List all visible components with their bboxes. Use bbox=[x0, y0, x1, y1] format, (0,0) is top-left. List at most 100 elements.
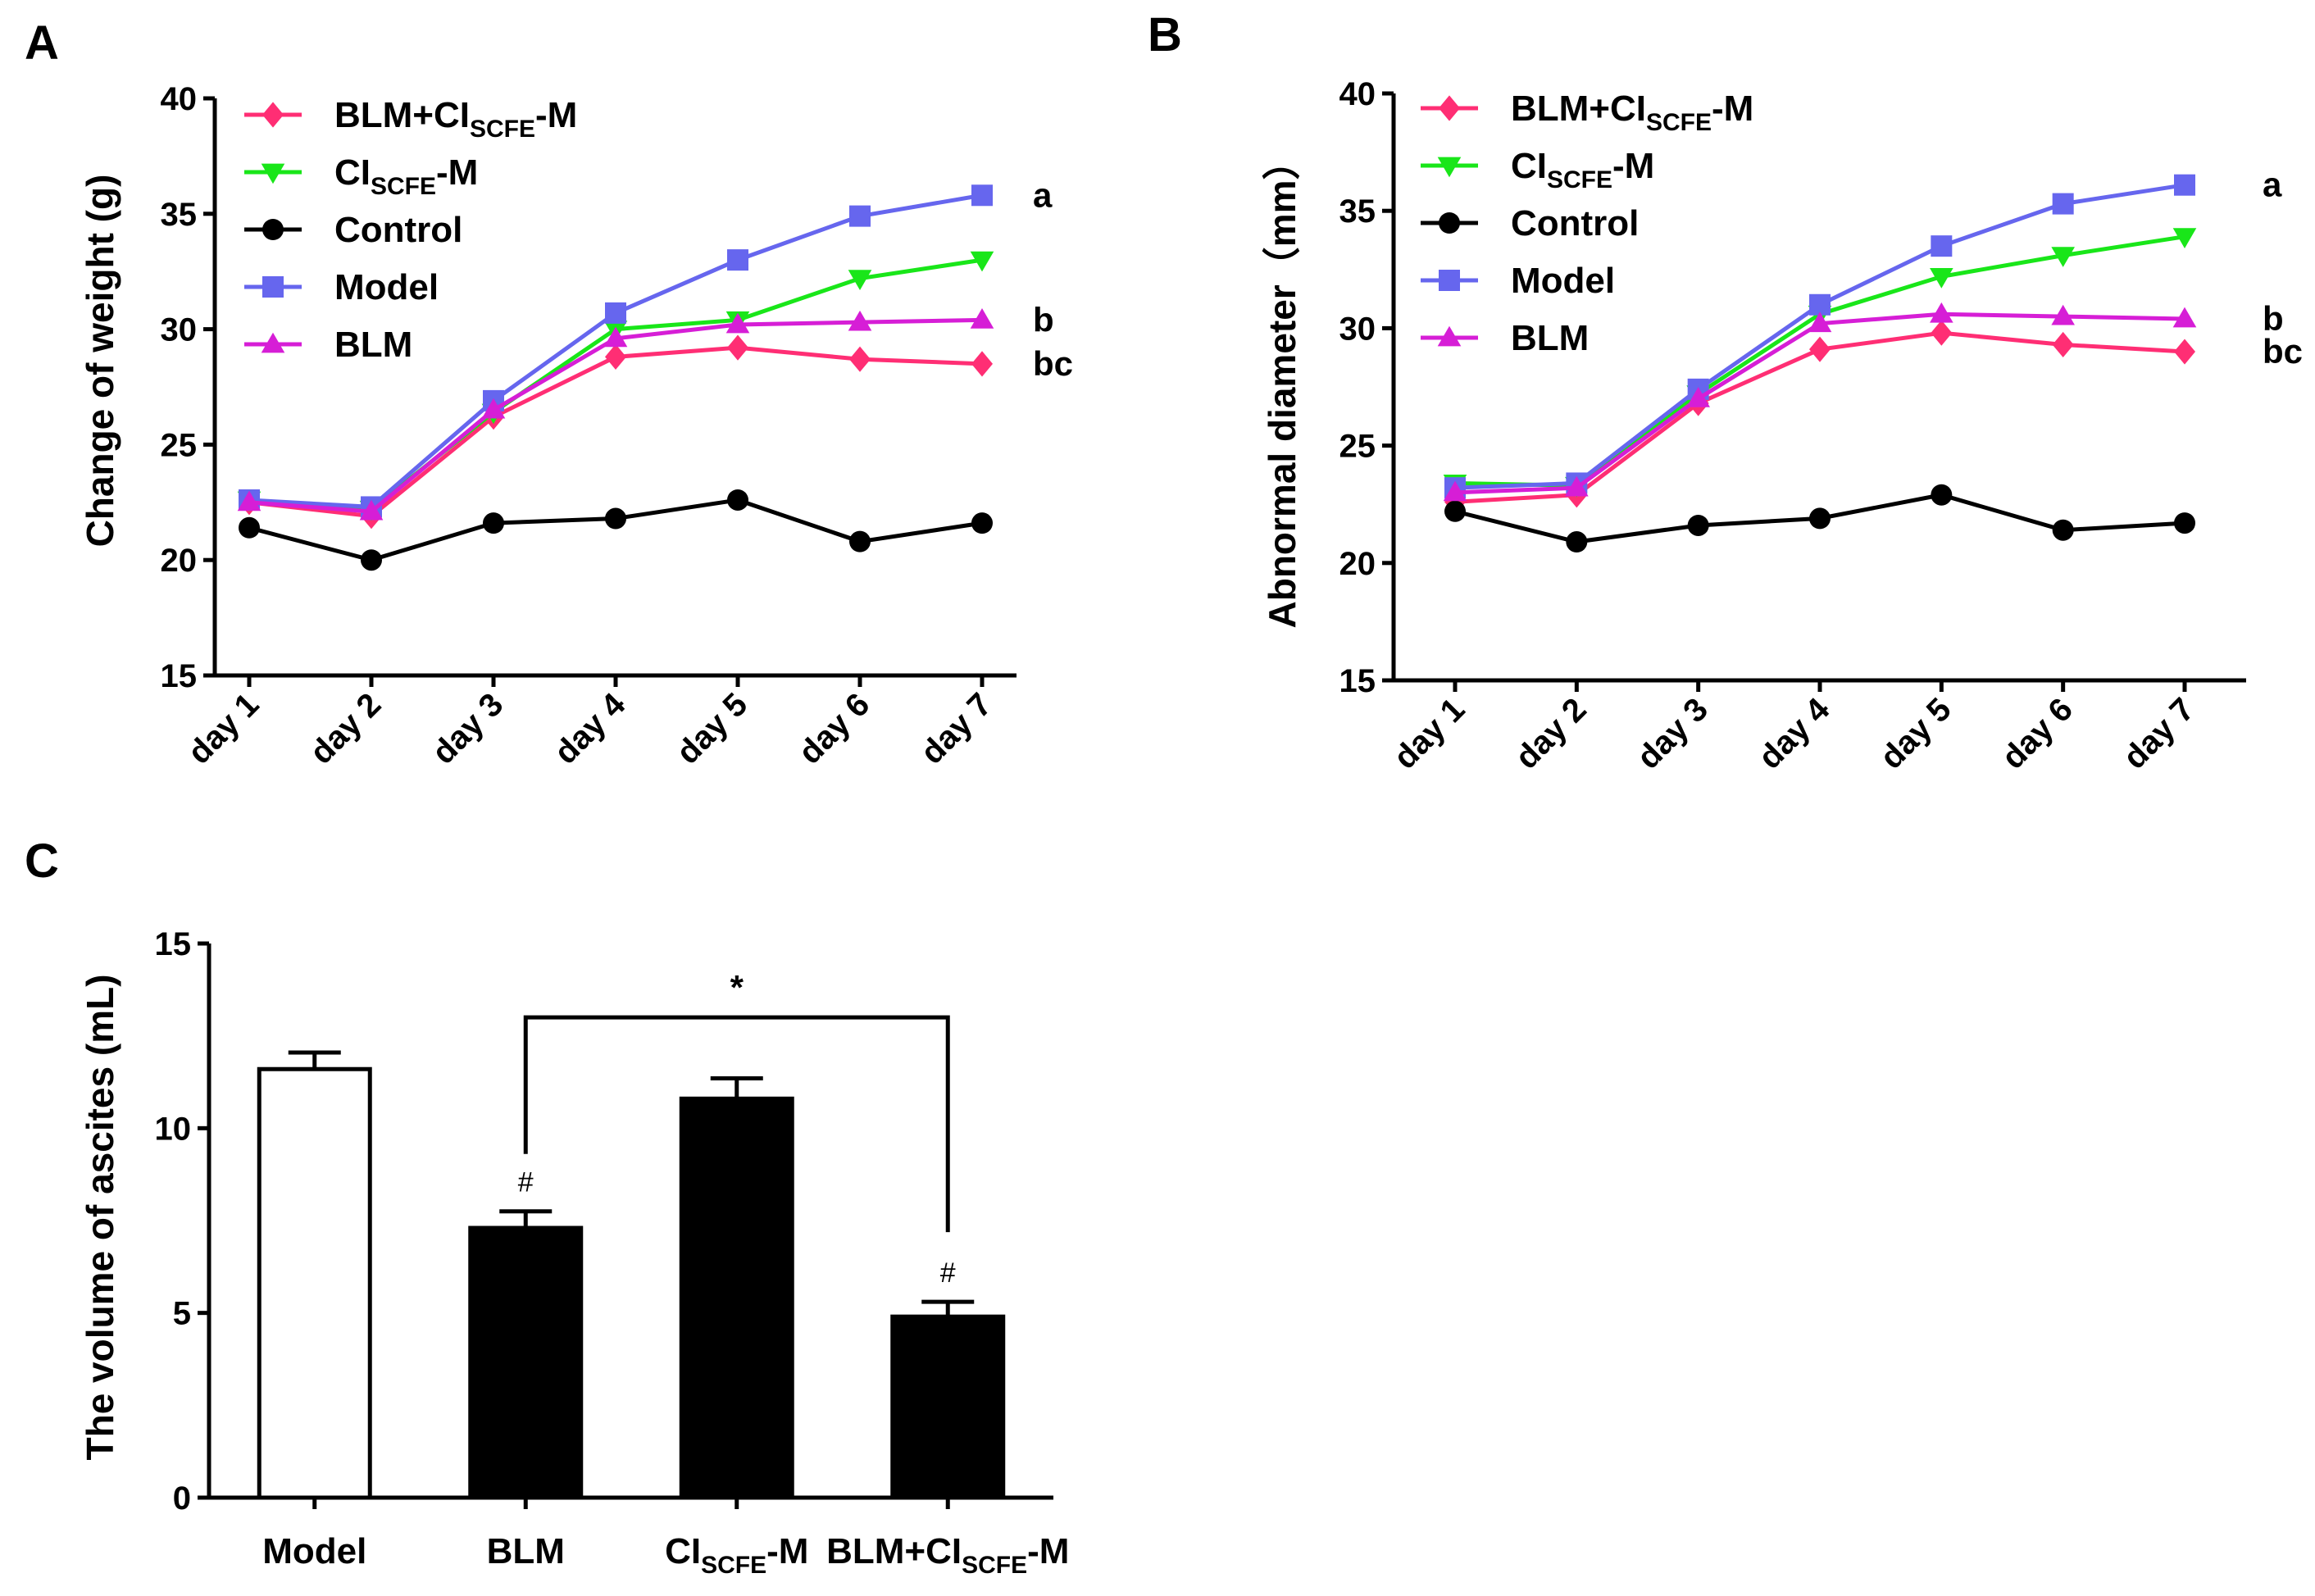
legend-label: Model bbox=[1511, 261, 1615, 301]
data-point bbox=[1565, 475, 1589, 497]
y-tick-label: 0 bbox=[173, 1480, 191, 1516]
data-point bbox=[727, 249, 748, 271]
legend-label: BLM bbox=[334, 325, 412, 365]
data-point bbox=[237, 490, 262, 512]
data-point bbox=[2052, 519, 2074, 541]
data-point bbox=[359, 499, 384, 521]
x-tick-label: BLM+CISCFE-M bbox=[826, 1531, 1069, 1579]
data-point bbox=[2052, 331, 2074, 358]
legend-label: BLM+CISCFE-M bbox=[1511, 89, 1753, 136]
legend-marker bbox=[1437, 325, 1462, 347]
bar bbox=[257, 1066, 372, 1500]
data-point bbox=[1930, 267, 1953, 289]
data-point bbox=[2172, 307, 2197, 328]
y-tick-label: 15 bbox=[155, 926, 192, 962]
data-point bbox=[970, 251, 994, 272]
data-point bbox=[2174, 339, 2195, 365]
x-tick-label: day 5 bbox=[1873, 691, 1958, 775]
significance-letter: a bbox=[2263, 166, 2282, 204]
data-point bbox=[1686, 387, 1710, 407]
legend-label: Control bbox=[334, 210, 462, 250]
x-tick-label: day 7 bbox=[914, 686, 998, 771]
y-tick-label: 30 bbox=[1339, 311, 1376, 347]
y-axis-title-a: Change of weight (g) bbox=[79, 175, 121, 548]
legend-label: CISCFE-M bbox=[334, 152, 478, 200]
legend-marker bbox=[1439, 95, 1460, 121]
data-point bbox=[727, 489, 748, 511]
series-line-blm-ci-scfe-m bbox=[248, 345, 983, 519]
significance-letter: bc bbox=[2263, 332, 2303, 371]
data-point bbox=[361, 549, 382, 571]
panel-label-b: B bbox=[1148, 8, 1182, 61]
x-tick-label: day 5 bbox=[670, 686, 754, 771]
data-point bbox=[2052, 193, 2074, 215]
bar bbox=[679, 1096, 794, 1500]
legend-label: CISCFE-M bbox=[1511, 146, 1654, 193]
legend-label: Control bbox=[1511, 203, 1639, 243]
data-point bbox=[605, 302, 626, 324]
data-point bbox=[848, 310, 872, 331]
significance-hash: # bbox=[940, 1257, 956, 1289]
y-axis-title-b: Abnormal diameter（mm） bbox=[1261, 142, 1303, 628]
legend-marker bbox=[262, 219, 284, 240]
x-tick-label: Model bbox=[262, 1531, 366, 1571]
data-point bbox=[1809, 507, 1831, 530]
data-point bbox=[849, 205, 871, 227]
y-tick-label: 40 bbox=[161, 81, 198, 117]
x-tick-label: BLM bbox=[487, 1531, 565, 1571]
x-tick-label: day 3 bbox=[425, 686, 510, 771]
legend-marker bbox=[261, 163, 285, 184]
data-point bbox=[483, 512, 504, 534]
data-point bbox=[971, 512, 993, 534]
significance-star: * bbox=[730, 968, 744, 1007]
data-point bbox=[849, 530, 871, 552]
legend-marker bbox=[261, 332, 285, 353]
y-tick-label: 5 bbox=[173, 1296, 191, 1332]
bar bbox=[468, 1225, 584, 1500]
y-tick-label: 35 bbox=[1339, 193, 1376, 230]
data-point bbox=[481, 398, 506, 419]
significance-letter: b bbox=[2263, 299, 2284, 338]
data-point bbox=[1687, 514, 1709, 536]
legend-marker bbox=[1437, 157, 1462, 178]
panel-label-a: A bbox=[25, 16, 59, 70]
data-point bbox=[2051, 304, 2075, 325]
legend-marker bbox=[1439, 212, 1460, 234]
significance-bracket bbox=[523, 1015, 950, 1233]
y-tick-label: 15 bbox=[1339, 663, 1376, 699]
data-point bbox=[848, 270, 872, 290]
x-tick-label: day 3 bbox=[1631, 691, 1715, 775]
significance-letter: a bbox=[1033, 175, 1053, 214]
x-tick-label: day 1 bbox=[1387, 691, 1471, 775]
legend-marker bbox=[262, 102, 284, 128]
data-point bbox=[1931, 484, 1953, 506]
data-point bbox=[1444, 500, 1466, 522]
data-point bbox=[1931, 235, 1953, 257]
panel-label-c: C bbox=[25, 834, 59, 888]
panel-a-weight-chart: A Change of weight (g) 15 20 25 30 35 40 day 1… bbox=[25, 16, 1073, 771]
legend-label: Model bbox=[334, 267, 439, 307]
y-tick-label: 25 bbox=[161, 427, 198, 463]
data-point bbox=[727, 334, 748, 361]
legend-marker bbox=[262, 276, 284, 298]
x-tick-label: day 2 bbox=[303, 686, 388, 771]
x-tick-label: day 4 bbox=[1752, 691, 1837, 776]
y-tick-label: 35 bbox=[161, 197, 198, 233]
data-point bbox=[603, 326, 628, 348]
data-point bbox=[2174, 512, 2195, 534]
significance-hash: # bbox=[518, 1167, 534, 1198]
data-point bbox=[971, 184, 993, 207]
x-tick-label: CISCFE-M bbox=[665, 1531, 808, 1579]
legend-label: BLM bbox=[1511, 318, 1589, 358]
x-tick-label: day 1 bbox=[181, 686, 266, 771]
data-point bbox=[970, 308, 994, 329]
data-point bbox=[1931, 320, 1953, 346]
y-tick-label: 30 bbox=[161, 312, 198, 348]
data-point bbox=[1566, 531, 1588, 553]
y-tick-label: 20 bbox=[161, 543, 198, 579]
data-point bbox=[971, 351, 993, 377]
x-tick-label: day 6 bbox=[792, 686, 876, 771]
y-tick-label: 15 bbox=[161, 658, 198, 694]
y-axis-title-c: The volume of ascites (mL) bbox=[79, 974, 121, 1460]
